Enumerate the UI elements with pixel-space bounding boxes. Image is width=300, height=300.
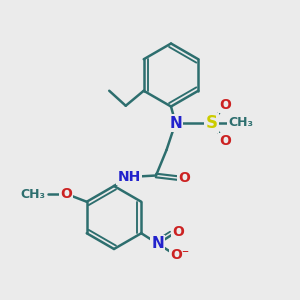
Text: NH: NH xyxy=(117,170,141,184)
Text: N: N xyxy=(169,116,182,130)
Text: S: S xyxy=(206,114,218,132)
Text: CH₃: CH₃ xyxy=(20,188,45,201)
Text: N: N xyxy=(152,236,164,251)
Text: O⁻: O⁻ xyxy=(170,248,189,262)
Text: CH₃: CH₃ xyxy=(228,116,253,130)
Text: O: O xyxy=(178,172,190,185)
Text: O: O xyxy=(219,134,231,148)
Text: O: O xyxy=(219,98,231,112)
Text: O: O xyxy=(172,225,184,239)
Text: O: O xyxy=(60,187,72,201)
